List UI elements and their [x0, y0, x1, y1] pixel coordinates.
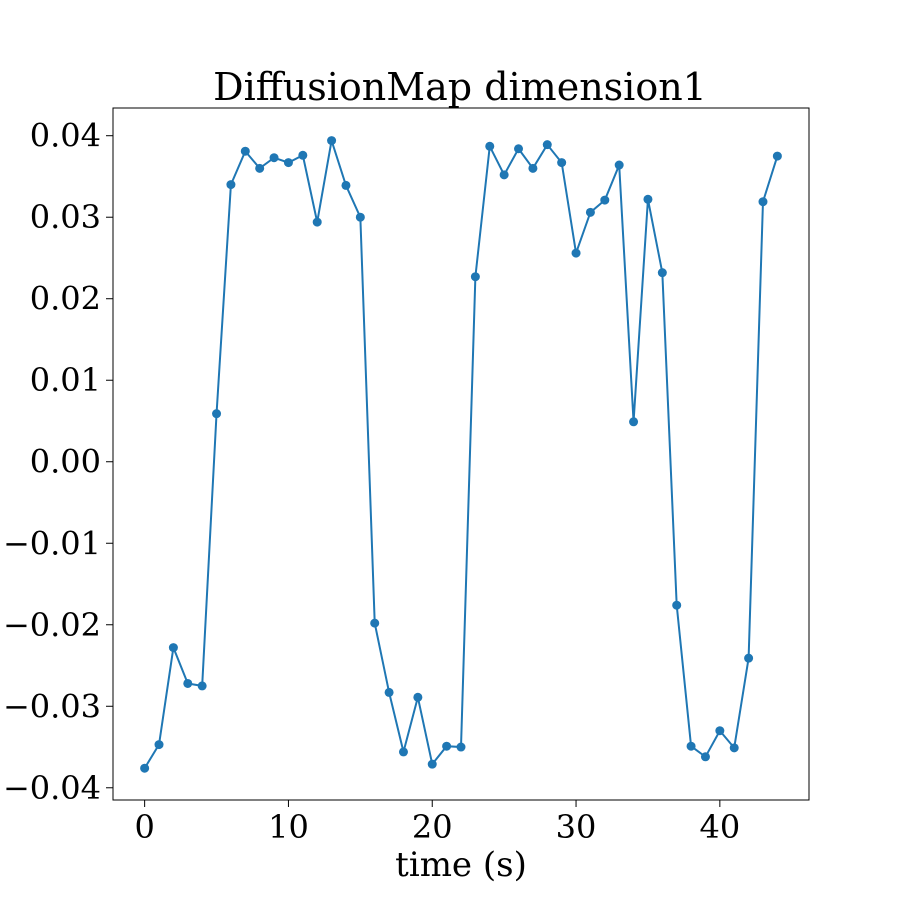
data-point [686, 741, 696, 751]
data-point [700, 752, 710, 762]
x-tick-label: 40 [699, 808, 740, 846]
data-point [485, 141, 495, 151]
data-point [470, 272, 480, 282]
y-tick-label: −0.01 [3, 524, 101, 562]
data-point [499, 170, 509, 180]
data-point [212, 409, 222, 419]
x-axis-label: time (s) [395, 845, 527, 885]
data-point [154, 740, 164, 750]
y-tick-label: 0.04 [30, 117, 101, 155]
data-point [629, 417, 639, 427]
data-point [240, 146, 250, 156]
data-point [283, 158, 293, 168]
y-tick-label: −0.03 [3, 687, 101, 725]
data-point [456, 742, 466, 752]
data-point [672, 600, 682, 610]
data-point [269, 153, 279, 163]
data-point [528, 163, 538, 173]
data-point [557, 158, 567, 168]
data-point [140, 763, 150, 773]
x-tick-label: 0 [134, 808, 154, 846]
data-point [183, 678, 193, 688]
data-point [542, 140, 552, 150]
data-point [355, 212, 365, 222]
data-point [600, 195, 610, 205]
data-point [197, 681, 207, 691]
plot-area-frame [112, 107, 810, 801]
y-tick-label: −0.04 [3, 769, 101, 807]
data-point [255, 163, 265, 173]
y-tick-label: 0.02 [30, 280, 101, 318]
y-axis: −0.04 −0.03 −0.02 −0.01 0.00 0.01 0.02 0.03 0.04 [3, 117, 113, 807]
data-point [514, 144, 524, 154]
chart-title: DiffusionMap dimension1 [213, 65, 707, 109]
y-tick-label: 0.00 [30, 443, 101, 481]
data-point [442, 741, 452, 751]
data-point [398, 747, 408, 757]
data-point [413, 692, 423, 702]
data-point [585, 207, 595, 217]
data-point [226, 180, 236, 190]
data-point [772, 151, 782, 161]
data-point [384, 687, 394, 697]
x-axis: 0 10 20 30 40 [134, 800, 740, 846]
data-point [571, 248, 581, 258]
series-layer [140, 136, 782, 773]
data-point [643, 194, 653, 204]
data-point [298, 150, 308, 160]
data-point [758, 197, 768, 207]
y-tick-label: −0.02 [3, 606, 101, 644]
x-tick-label: 30 [556, 808, 597, 846]
data-point [341, 180, 351, 190]
data-point [427, 759, 437, 769]
data-point [168, 643, 178, 653]
data-point [657, 268, 667, 278]
x-tick-label: 20 [412, 808, 453, 846]
data-point [729, 743, 739, 753]
data-point [312, 217, 322, 227]
x-tick-label: 10 [268, 808, 309, 846]
data-point [327, 136, 337, 146]
y-tick-label: 0.03 [30, 198, 101, 236]
data-point [744, 653, 754, 663]
y-tick-label: 0.01 [30, 361, 101, 399]
data-point [370, 618, 380, 628]
data-point [715, 726, 725, 736]
data-point [614, 160, 624, 170]
